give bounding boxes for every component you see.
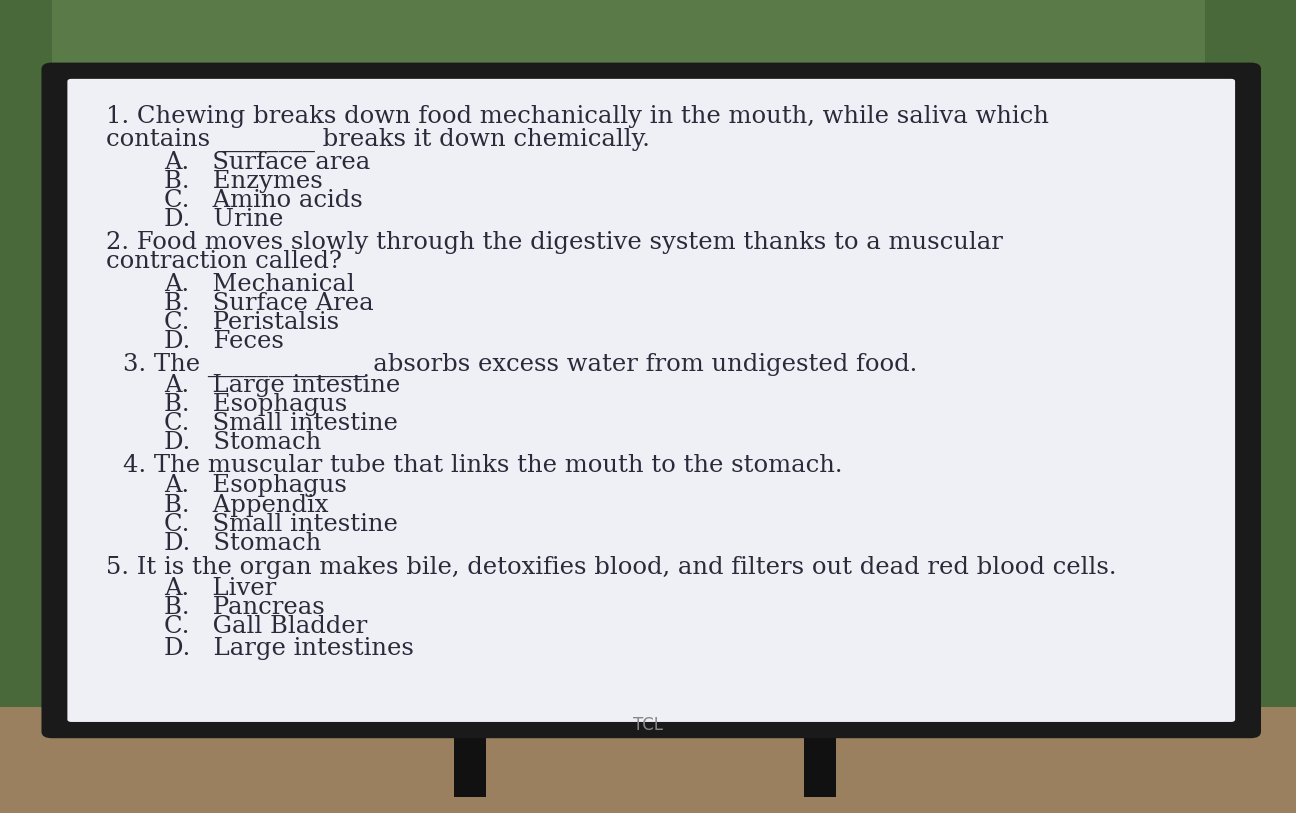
Text: D.   Feces: D. Feces <box>165 330 284 353</box>
Bar <box>1205 0 1296 707</box>
Text: A.   Liver: A. Liver <box>165 576 276 599</box>
Text: A.   Surface area: A. Surface area <box>165 151 371 174</box>
Text: TCL: TCL <box>632 716 664 734</box>
Bar <box>454 691 486 797</box>
Text: contains ________ breaks it down chemically.: contains ________ breaks it down chemica… <box>106 128 651 152</box>
FancyBboxPatch shape <box>41 63 1261 738</box>
Text: 1. Chewing breaks down food mechanically in the mouth, while saliva which: 1. Chewing breaks down food mechanically… <box>106 105 1048 128</box>
Text: C.   Small intestine: C. Small intestine <box>165 412 398 435</box>
Text: B.   Pancreas: B. Pancreas <box>165 596 325 619</box>
Text: 2. Food moves slowly through the digestive system thanks to a muscular: 2. Food moves slowly through the digesti… <box>106 231 1003 254</box>
Text: 4. The muscular tube that links the mouth to the stomach.: 4. The muscular tube that links the mout… <box>123 454 842 477</box>
Text: C.   Amino acids: C. Amino acids <box>165 189 363 212</box>
Text: A.   Mechanical: A. Mechanical <box>165 272 355 296</box>
Bar <box>804 691 836 797</box>
Text: D.   Urine: D. Urine <box>165 208 284 231</box>
Text: 5. It is the organ makes bile, detoxifies blood, and filters out dead red blood : 5. It is the organ makes bile, detoxifie… <box>106 556 1117 579</box>
Text: contraction called?: contraction called? <box>106 250 342 273</box>
Text: B.   Surface Area: B. Surface Area <box>165 292 373 315</box>
Text: A.   Large intestine: A. Large intestine <box>165 374 400 397</box>
FancyBboxPatch shape <box>67 79 1235 722</box>
Text: 3. The _____________ absorbs excess water from undigested food.: 3. The _____________ absorbs excess wate… <box>123 353 918 376</box>
Text: B.   Appendix: B. Appendix <box>165 493 328 516</box>
Text: D.   Large intestines: D. Large intestines <box>165 637 413 659</box>
Text: D.   Stomach: D. Stomach <box>165 532 321 554</box>
Text: C.   Peristalsis: C. Peristalsis <box>165 311 340 334</box>
Text: B.   Esophagus: B. Esophagus <box>165 393 347 415</box>
Bar <box>0 0 1296 707</box>
Text: D.   Stomach: D. Stomach <box>165 431 321 454</box>
Text: B.   Enzymes: B. Enzymes <box>165 170 323 193</box>
Text: C.   Small intestine: C. Small intestine <box>165 513 398 536</box>
Text: C.   Gall Bladder: C. Gall Bladder <box>165 615 367 638</box>
Bar <box>0 707 1296 813</box>
Bar <box>0 0 52 707</box>
Text: A.   Esophagus: A. Esophagus <box>165 475 347 498</box>
